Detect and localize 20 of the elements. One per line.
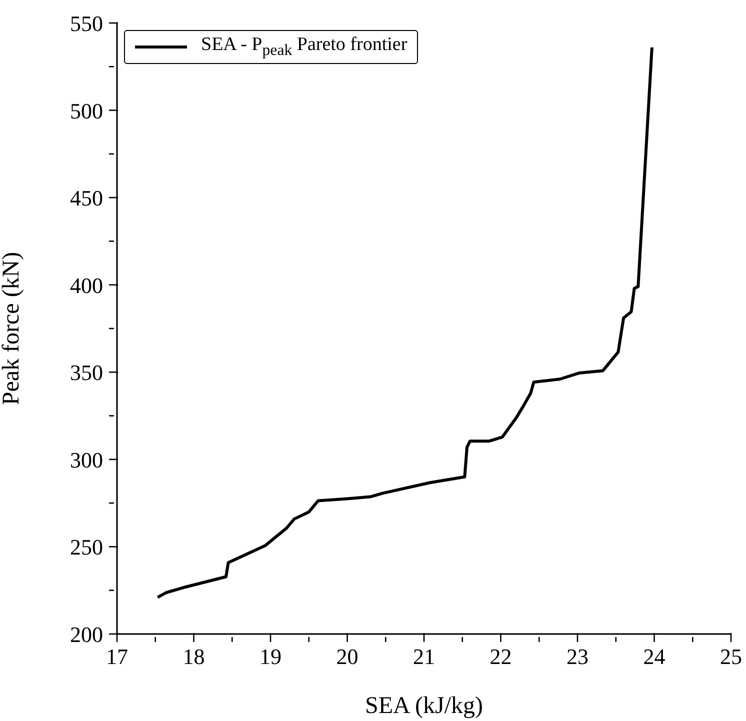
y-tick-label: 250 <box>70 534 103 560</box>
y-tick-label: 450 <box>70 186 103 211</box>
y-tick-label: 350 <box>70 360 103 386</box>
y-tick-label: 400 <box>70 272 103 298</box>
x-tick-label: 22 <box>490 644 512 669</box>
x-axis-title: SEA (kJ/kg) <box>364 693 484 719</box>
x-tick-label: 17 <box>106 644 128 669</box>
y-tick-label: 300 <box>70 447 103 472</box>
y-tick-label: 550 <box>70 11 103 36</box>
x-tick-label: 19 <box>260 644 282 669</box>
y-tick-label: 500 <box>70 98 103 124</box>
x-tick-label: 23 <box>566 644 588 669</box>
x-tick-label: 18 <box>182 644 205 669</box>
y-tick-label: 200 <box>70 622 103 647</box>
x-tick-label: 24 <box>643 644 666 669</box>
x-tick-label: 21 <box>413 644 435 669</box>
y-axis-title: Peak force (kN) <box>0 252 25 406</box>
x-tick-label: 20 <box>336 644 358 669</box>
legend-label: SEA - P$_{peak}$ Pareto frontier <box>201 34 408 60</box>
x-tick-label: 25 <box>720 644 742 669</box>
